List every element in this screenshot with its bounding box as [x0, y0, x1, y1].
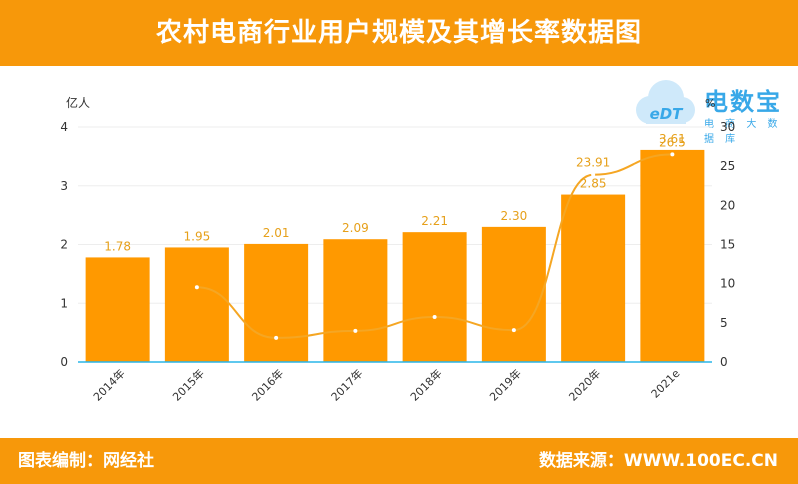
y-tick-right: 10 — [720, 277, 735, 291]
bar-value-label: 3.61 — [659, 132, 686, 146]
bar — [244, 243, 309, 362]
footer-source-editor: 图表编制：网经社 — [18, 451, 154, 471]
chart-area: 亿人 % 0 1 2 3 4 0 5 10 15 20 25 30 2014年 2015年 2016年 201… — [60, 95, 735, 404]
bar — [402, 232, 467, 362]
y-tick-right: 30 — [720, 120, 735, 134]
y-tick-right: 5 — [720, 316, 728, 330]
cloud-logo-icon: eDT — [636, 80, 695, 124]
growth-line-series — [194, 152, 675, 340]
y-tick-left: 1 — [60, 296, 68, 310]
x-tick-label: 2019年 — [487, 366, 524, 403]
growth-value-label: 26.5 — [659, 135, 686, 149]
bar — [323, 239, 388, 362]
y-tick-right: 20 — [720, 198, 735, 212]
bar-value-label: 2.01 — [263, 226, 290, 240]
axes: 0 1 2 3 4 0 5 10 15 20 25 30 2014年 2015年 2016年 2017年 201… — [60, 120, 735, 404]
logo-subtitle: 电 商 大 数 据 库 — [704, 119, 782, 145]
bar-value-label: 2.09 — [342, 221, 369, 235]
bar — [640, 149, 705, 362]
x-tick-label: 2018年 — [407, 366, 444, 403]
footer-data-source: 数据来源：WWW.100EC.CN — [538, 451, 778, 471]
growth-point — [194, 285, 199, 290]
bar-value-label: 2.21 — [421, 214, 448, 228]
growth-point — [511, 328, 516, 333]
bar — [164, 247, 229, 362]
logo-mark: eDT — [650, 105, 685, 123]
growth-point — [432, 315, 437, 320]
y-tick-left: 3 — [60, 179, 68, 193]
bar — [481, 226, 546, 362]
y-axis-left-label: 亿人 — [66, 95, 90, 110]
y-tick-left: 0 — [60, 355, 68, 369]
y-tick-left: 2 — [60, 238, 68, 252]
bar-value-label: 1.78 — [104, 239, 131, 253]
x-tick-label: 2020年 — [566, 366, 603, 403]
header-bar: 农村电商行业用户规模及其增长率数据图 — [0, 0, 798, 66]
logo-title: 电数宝 — [704, 88, 782, 116]
x-tick-label: 2021e — [649, 367, 683, 401]
x-tick-label: 2015年 — [170, 366, 207, 403]
logo: eDT — [628, 72, 793, 134]
bar-value-label: 2.30 — [501, 209, 528, 223]
x-tick-label: 2014年 — [90, 366, 127, 403]
growth-point — [353, 328, 358, 333]
bar-series — [85, 149, 705, 362]
bar — [85, 257, 150, 362]
y-tick-left: 4 — [60, 120, 68, 134]
bar-value-label: 1.95 — [184, 229, 211, 243]
footer-bar: 图表编制：网经社 数据来源：WWW.100EC.CN — [0, 438, 798, 484]
growth-point — [670, 152, 675, 157]
bar-value-label: 2.85 — [580, 177, 607, 191]
y-axis-right-label: % — [705, 97, 715, 110]
x-tick-label: 2017年 — [328, 366, 365, 403]
y-tick-right: 0 — [720, 355, 728, 369]
growth-value-label: 23.91 — [576, 156, 610, 170]
y-tick-right: 15 — [720, 238, 735, 252]
growth-point — [274, 335, 279, 340]
y-tick-right: 25 — [720, 159, 735, 173]
value-labels: 1.78 1.95 2.01 2.09 2.21 2.30 2.85 3.61 23.91 26.… — [104, 132, 685, 254]
chart-title: 农村电商行业用户规模及其增长率数据图 — [155, 18, 642, 48]
bar — [561, 194, 626, 362]
growth-point — [591, 172, 596, 177]
x-tick-label: 2016年 — [249, 366, 286, 403]
